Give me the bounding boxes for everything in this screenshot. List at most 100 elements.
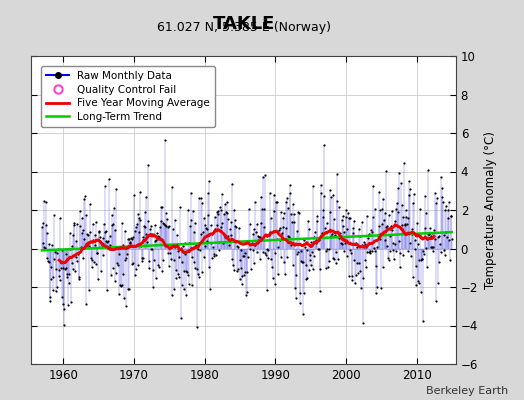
Point: [230, 267, 238, 274]
Point: [137, 243, 145, 249]
Point: [424, 231, 433, 237]
Point: [312, 217, 321, 224]
Point: [79, 255, 87, 261]
Point: [380, 216, 388, 223]
Point: [85, 229, 94, 235]
Point: [74, 250, 82, 257]
Point: [134, 262, 143, 268]
Point: [73, 220, 81, 227]
Point: [410, 237, 419, 243]
Point: [446, 213, 455, 219]
Point: [239, 253, 247, 259]
Point: [346, 247, 354, 253]
Point: [319, 214, 328, 220]
Point: [329, 254, 337, 261]
Point: [305, 226, 313, 232]
Point: [324, 246, 333, 252]
Point: [416, 206, 424, 212]
Point: [216, 204, 224, 211]
Point: [399, 251, 408, 258]
Point: [389, 247, 397, 253]
Point: [204, 190, 212, 196]
Point: [425, 231, 433, 237]
Point: [320, 142, 328, 148]
Point: [176, 204, 184, 210]
Point: [112, 270, 121, 276]
Point: [342, 206, 350, 213]
Point: [207, 222, 215, 228]
Point: [347, 250, 355, 256]
Point: [130, 192, 138, 198]
Point: [57, 265, 65, 272]
Point: [307, 262, 315, 268]
Point: [60, 322, 68, 328]
Point: [68, 260, 77, 266]
Point: [191, 264, 200, 271]
Point: [285, 234, 293, 240]
Point: [159, 220, 168, 226]
Point: [393, 199, 401, 206]
Point: [151, 238, 159, 244]
Point: [290, 219, 298, 226]
Point: [146, 246, 155, 252]
Point: [295, 210, 303, 216]
Point: [150, 256, 158, 263]
Point: [269, 192, 278, 198]
Point: [180, 268, 188, 274]
Point: [433, 194, 441, 201]
Point: [407, 252, 415, 259]
Point: [226, 238, 234, 244]
Point: [422, 244, 431, 251]
Point: [337, 217, 346, 223]
Point: [278, 230, 286, 236]
Point: [125, 286, 133, 292]
Point: [384, 254, 392, 261]
Point: [103, 239, 112, 245]
Point: [302, 262, 310, 269]
Point: [195, 274, 204, 280]
Point: [49, 273, 57, 280]
Point: [234, 244, 242, 251]
Point: [375, 223, 384, 229]
Point: [126, 240, 134, 246]
Point: [159, 257, 167, 263]
Point: [137, 255, 146, 261]
Point: [233, 268, 242, 274]
Point: [293, 228, 301, 234]
Point: [149, 266, 157, 273]
Point: [38, 240, 47, 246]
Point: [394, 208, 402, 215]
Point: [262, 252, 270, 258]
Point: [427, 233, 435, 240]
Point: [77, 244, 85, 250]
Point: [292, 295, 300, 302]
Point: [286, 182, 294, 189]
Point: [311, 229, 319, 235]
Point: [373, 244, 381, 250]
Point: [446, 257, 454, 263]
Point: [42, 222, 50, 228]
Point: [307, 238, 315, 245]
Point: [145, 265, 154, 271]
Point: [107, 212, 116, 218]
Point: [56, 276, 64, 283]
Point: [356, 233, 365, 239]
Point: [338, 240, 346, 247]
Point: [304, 266, 313, 273]
Point: [296, 290, 304, 296]
Point: [325, 187, 334, 194]
Point: [375, 189, 383, 195]
Point: [284, 205, 292, 211]
Point: [377, 285, 385, 292]
Point: [104, 176, 113, 182]
Point: [386, 248, 395, 254]
Point: [362, 244, 370, 250]
Point: [62, 270, 71, 277]
Point: [169, 226, 177, 232]
Point: [93, 250, 101, 256]
Point: [102, 238, 111, 244]
Point: [169, 286, 178, 292]
Point: [422, 210, 430, 216]
Point: [88, 256, 96, 263]
Point: [381, 168, 390, 175]
